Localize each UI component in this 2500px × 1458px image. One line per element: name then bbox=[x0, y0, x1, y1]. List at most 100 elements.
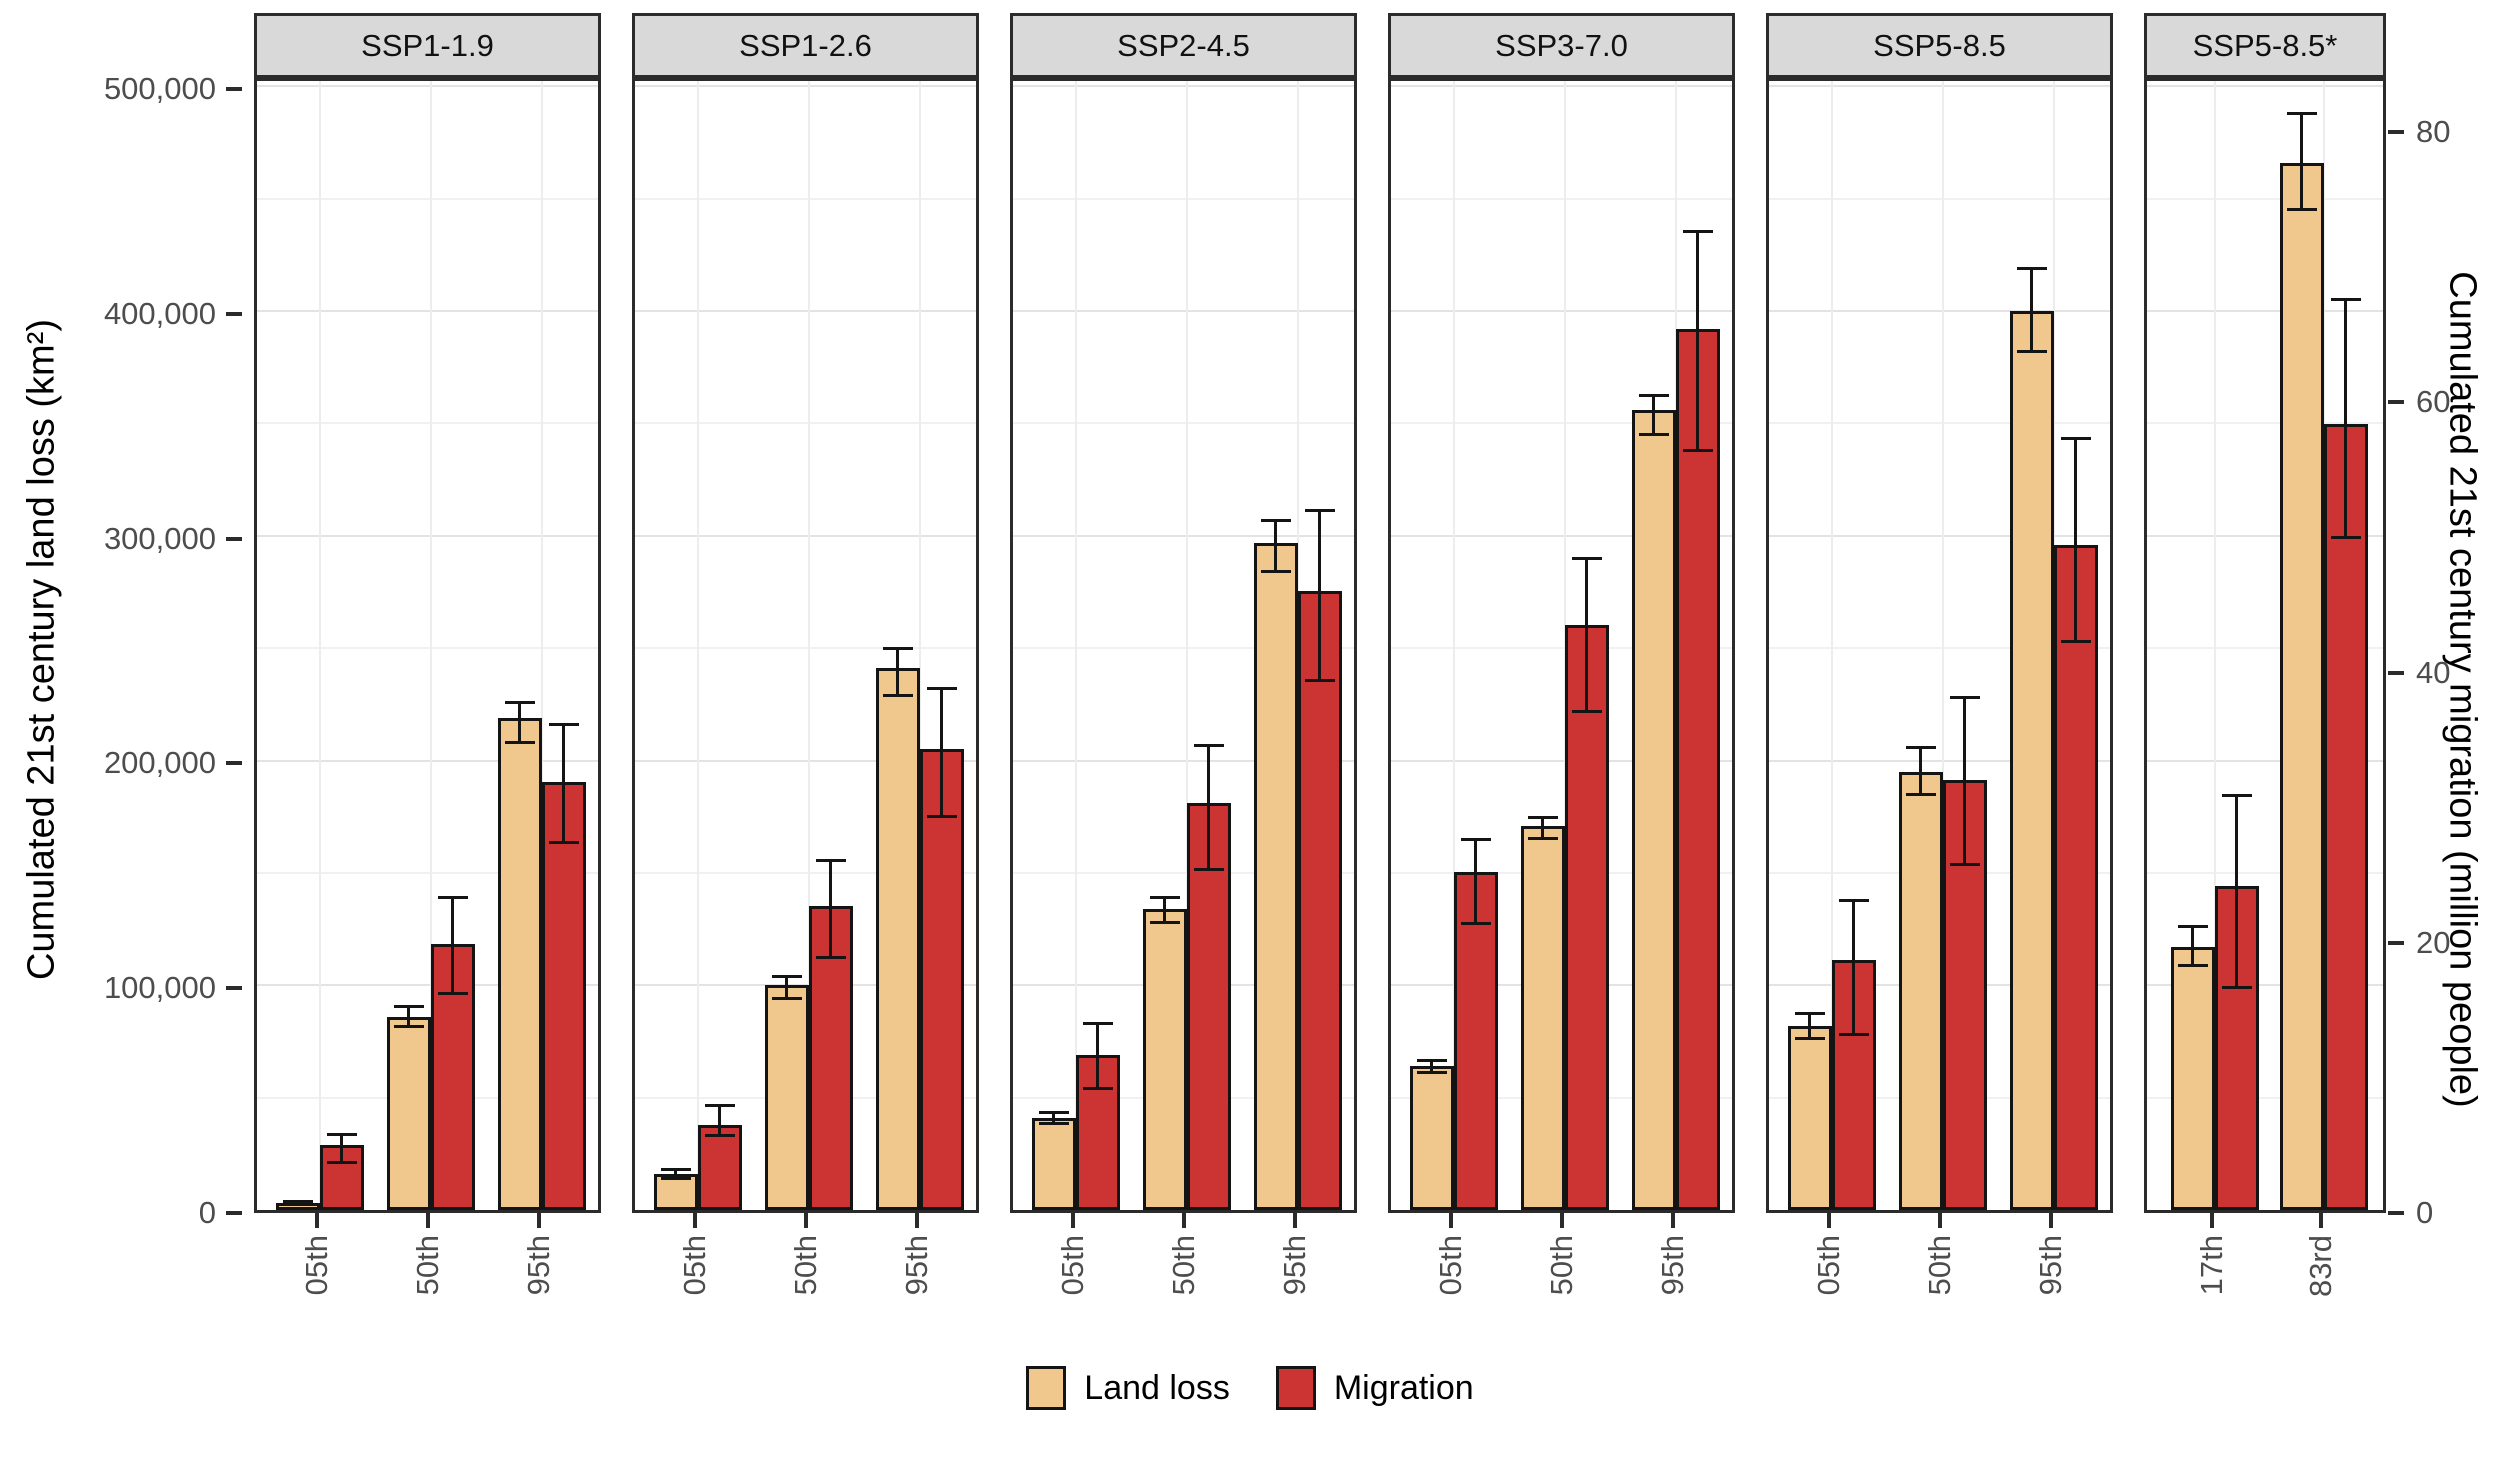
error-bar-line bbox=[2074, 438, 2077, 642]
error-bar-cap-bottom bbox=[1416, 1071, 1447, 1075]
right-axis-tick bbox=[2388, 400, 2404, 405]
gridline-horizontal bbox=[2147, 534, 2383, 537]
gridline-horizontal bbox=[1769, 197, 2110, 200]
gridline-vertical bbox=[318, 81, 321, 1210]
bar-land-loss bbox=[1142, 908, 1187, 1210]
error-bar-cap-top bbox=[771, 974, 802, 978]
error-bar-cap-top bbox=[282, 1199, 313, 1203]
right-axis-tick bbox=[2388, 670, 2404, 675]
gridline-vertical bbox=[918, 81, 921, 1210]
error-bar-line bbox=[1274, 520, 1277, 572]
error-bar-line bbox=[340, 1134, 343, 1163]
bar-migration bbox=[430, 943, 475, 1210]
gridline-horizontal bbox=[635, 422, 976, 425]
legend-swatch bbox=[1026, 1366, 1067, 1410]
bar-land-loss bbox=[1898, 771, 1943, 1210]
gridline-horizontal bbox=[1391, 534, 1732, 537]
error-bar-cap-bottom bbox=[2016, 349, 2047, 353]
error-bar-line bbox=[718, 1105, 721, 1136]
error-bar-line bbox=[896, 648, 899, 696]
x-axis-tick bbox=[1292, 1213, 1297, 1228]
error-bar-cap-top bbox=[1949, 696, 1980, 700]
right-axis-tick bbox=[2388, 940, 2404, 945]
error-bar-cap-top bbox=[1638, 393, 1669, 397]
error-bar-line bbox=[2030, 268, 2033, 352]
error-bar-cap-top bbox=[1038, 1110, 1069, 1114]
error-bar-line bbox=[1318, 510, 1321, 681]
x-axis-tick bbox=[1181, 1213, 1186, 1228]
error-bar-cap-bottom bbox=[1082, 1086, 1113, 1090]
error-bar-line bbox=[1652, 395, 1655, 435]
error-bar-cap-top bbox=[704, 1104, 735, 1108]
error-bar-cap-bottom bbox=[326, 1161, 357, 1165]
x-axis-tick bbox=[914, 1213, 919, 1228]
error-bar-line bbox=[1585, 558, 1588, 712]
error-bar-cap-bottom bbox=[2286, 208, 2317, 212]
error-bar-line bbox=[829, 860, 832, 958]
right-axis-tick-label: 0 bbox=[2416, 1195, 2434, 1230]
right-axis-tick bbox=[2388, 130, 2404, 135]
bar-land-loss bbox=[764, 985, 809, 1210]
gridline-horizontal bbox=[2147, 422, 2383, 425]
gridline-vertical bbox=[540, 81, 543, 1210]
gridline-horizontal bbox=[2147, 1096, 2383, 1099]
left-axis-tick bbox=[226, 311, 242, 316]
right-axis-tick-label: 40 bbox=[2416, 654, 2451, 690]
error-bar-cap-bottom bbox=[393, 1025, 424, 1029]
error-bar-cap-top bbox=[1149, 896, 1180, 900]
bar-migration bbox=[697, 1124, 742, 1210]
gridline-horizontal bbox=[257, 759, 598, 762]
bar-land-loss bbox=[2279, 162, 2324, 1210]
left-axis-tick bbox=[226, 986, 242, 991]
right-axis: 80 60 40 20 0 bbox=[2386, 0, 2500, 1458]
gridline-vertical bbox=[1830, 81, 1833, 1210]
error-bar-line bbox=[940, 688, 943, 817]
error-bar-cap-bottom bbox=[1905, 792, 1936, 796]
error-bar-line bbox=[1963, 697, 1966, 865]
bar-land-loss bbox=[1031, 1117, 1076, 1210]
error-bar-line bbox=[407, 1006, 410, 1027]
error-bar-cap-top bbox=[326, 1132, 357, 1136]
gridline-horizontal bbox=[1769, 647, 2110, 650]
gridline-vertical bbox=[1074, 81, 1077, 1210]
error-bar-cap-bottom bbox=[1460, 922, 1491, 926]
right-axis-tick-label: 60 bbox=[2416, 384, 2451, 420]
error-bar-cap-bottom bbox=[771, 997, 802, 1001]
error-bar-line bbox=[1207, 745, 1210, 870]
bar-migration bbox=[1297, 591, 1342, 1210]
error-bar-line bbox=[1052, 1112, 1055, 1124]
error-bar-cap-top bbox=[2286, 111, 2317, 115]
error-bar-line bbox=[1696, 231, 1699, 451]
legend: Land loss Migration bbox=[0, 1358, 2500, 1418]
gridline-horizontal bbox=[1769, 310, 2110, 312]
gridline-horizontal bbox=[257, 534, 598, 537]
gridline-horizontal bbox=[1769, 534, 2110, 537]
error-bar-cap-bottom bbox=[1638, 433, 1669, 437]
error-bar-cap-bottom bbox=[1527, 836, 1558, 840]
error-bar-cap-bottom bbox=[815, 955, 846, 959]
error-bar-cap-top bbox=[504, 700, 535, 704]
error-bar-cap-bottom bbox=[2060, 639, 2091, 643]
gridline-horizontal bbox=[2147, 647, 2383, 650]
bar-land-loss bbox=[1409, 1066, 1454, 1210]
gridline-horizontal bbox=[1769, 422, 2110, 425]
gridline-horizontal bbox=[257, 310, 598, 312]
error-bar-line bbox=[674, 1169, 677, 1179]
gridline-horizontal bbox=[1391, 310, 1732, 312]
x-axis-tick bbox=[1070, 1213, 1075, 1228]
left-axis-tick bbox=[226, 87, 242, 92]
error-bar-cap-top bbox=[1527, 816, 1558, 820]
bar-land-loss bbox=[497, 717, 542, 1210]
panel-plot-SSP1-1.9 bbox=[254, 78, 601, 1213]
error-bar-line bbox=[1096, 1023, 1099, 1089]
x-axis-tick bbox=[803, 1213, 808, 1228]
panels-row: SSP1-1.9 05th 50th 95th SSP1-2.6 05th 50th 95th… bbox=[254, 13, 2386, 1413]
error-bar-line bbox=[1808, 1013, 1811, 1039]
gridline-vertical bbox=[1452, 81, 1455, 1210]
error-bar-cap-top bbox=[2330, 297, 2361, 301]
x-axis-tick bbox=[536, 1213, 541, 1228]
error-bar-cap-bottom bbox=[504, 741, 535, 745]
gridline-vertical bbox=[807, 81, 810, 1210]
error-bar-cap-top bbox=[1416, 1059, 1447, 1063]
